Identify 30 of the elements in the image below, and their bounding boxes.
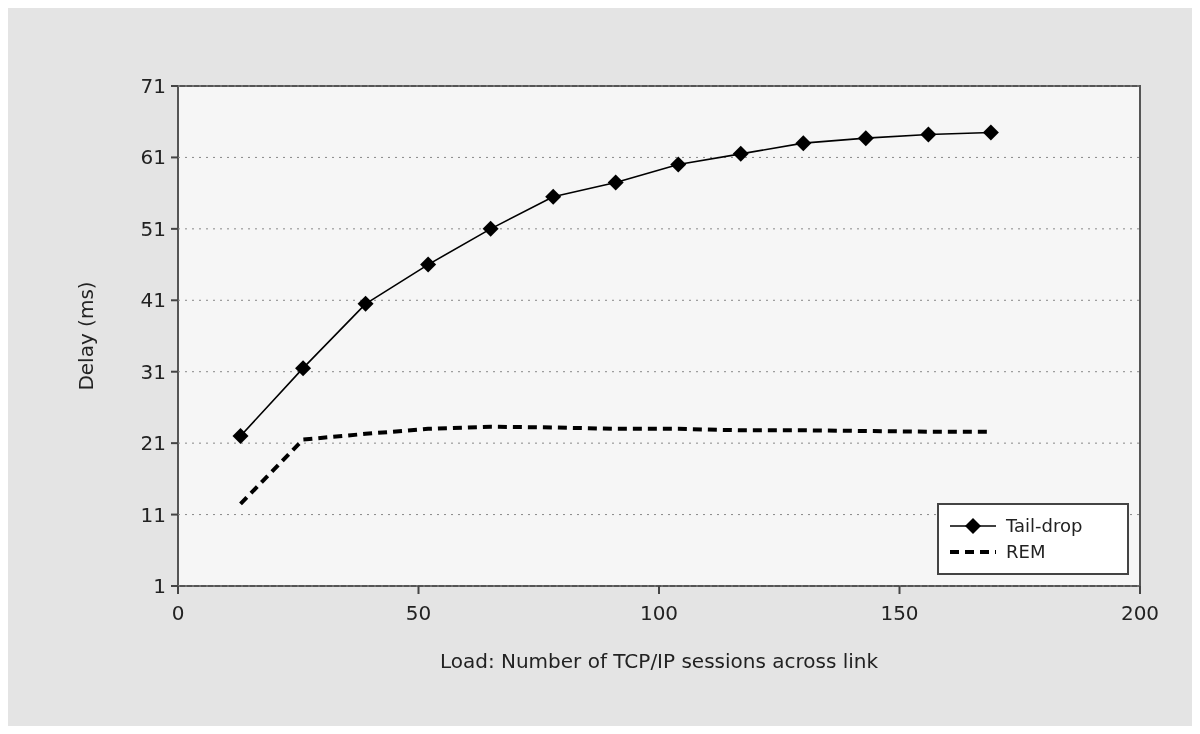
point xyxy=(982,124,999,141)
point xyxy=(607,174,624,191)
x-tick-label: 50 xyxy=(405,601,432,625)
legend-label: REM xyxy=(1006,541,1046,563)
point xyxy=(482,220,499,237)
x-axis-title: Load: Number of TCP/IP sessions across link xyxy=(439,649,879,673)
legend-label: Tail-drop xyxy=(1005,515,1083,537)
point xyxy=(732,145,749,162)
x-tick-label: 200 xyxy=(1120,601,1160,625)
point xyxy=(857,130,874,147)
y-tick-label: 51 xyxy=(140,216,166,241)
point xyxy=(420,256,437,273)
point xyxy=(357,295,374,312)
x-tick-label: 0 xyxy=(171,601,185,625)
y-tick-label: 31 xyxy=(140,359,166,384)
point xyxy=(232,428,249,444)
point xyxy=(295,360,312,377)
point xyxy=(670,156,687,173)
x-tick-label: 150 xyxy=(880,601,919,625)
point xyxy=(545,188,562,205)
y-tick-label: 61 xyxy=(140,145,166,170)
point xyxy=(795,135,812,152)
y-tick-label: 41 xyxy=(140,288,166,313)
point xyxy=(920,126,937,143)
y-tick-label: 71 xyxy=(140,74,166,98)
y-tick-label: 1 xyxy=(153,574,166,598)
y-tick-label: 11 xyxy=(140,502,166,527)
y-tick-label: 21 xyxy=(140,431,166,456)
y-axis-title: Delay (ms) xyxy=(74,281,98,391)
x-tick-label: 100 xyxy=(639,601,679,625)
